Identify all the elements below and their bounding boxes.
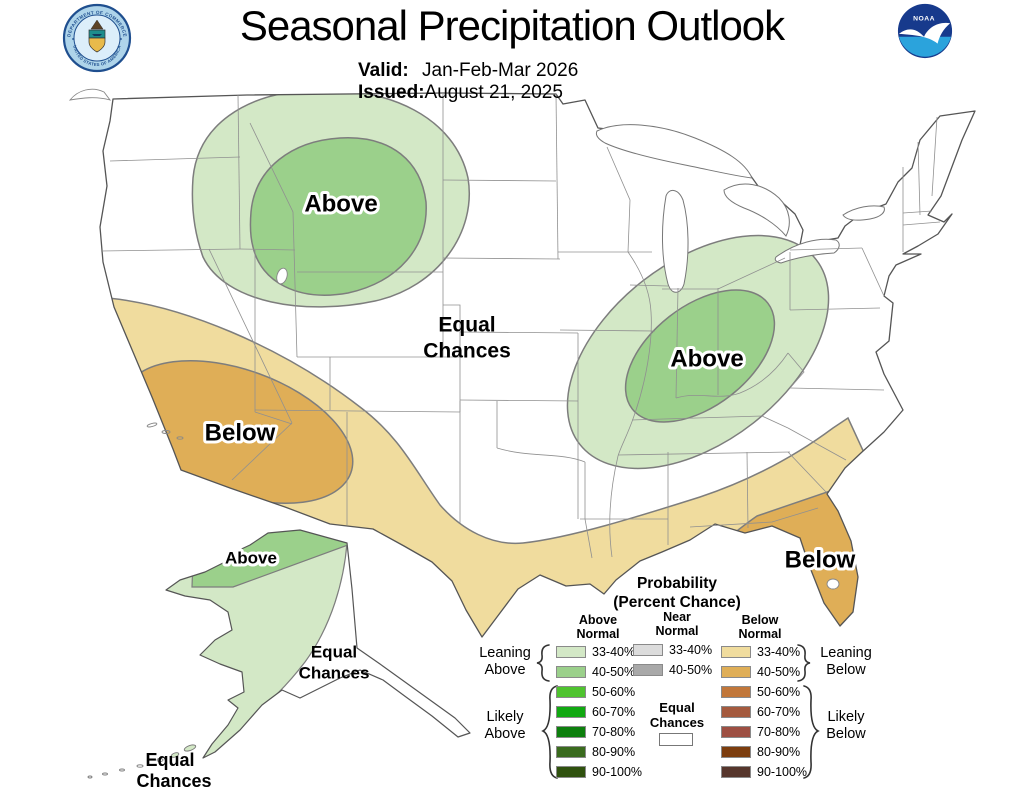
legend-swatch-below-70-80 xyxy=(721,726,751,738)
legend-title: Probability (Percent Chance) xyxy=(537,574,817,612)
legend-swatch-near-40-50 xyxy=(633,664,663,676)
legend-label-below-33-40: 33-40% xyxy=(757,645,801,659)
legend-side-likely-above: Likely Above xyxy=(484,709,526,742)
issued-line: Issued:August 21, 2025 xyxy=(358,82,578,104)
doc-seal-shield-bottom xyxy=(88,37,106,53)
noaa-logo-text: NOAA xyxy=(913,15,935,22)
legend-header-near-normal: Near Normal xyxy=(655,610,699,638)
legend-header-above-normal: Above Normal xyxy=(576,613,620,641)
page-title: Seasonal Precipitation Outlook xyxy=(239,2,785,49)
legend-label-above-33-40: 33-40% xyxy=(592,645,636,659)
legend-swatch-near-33-40 xyxy=(633,644,663,656)
legend-swatch-above-90-100 xyxy=(556,766,586,778)
legend-title-line1: Probability xyxy=(636,575,718,592)
doc-seal-ship-icon xyxy=(92,34,102,36)
legend-label-near-33-40: 33-40% xyxy=(669,643,713,657)
legend-swatch-above-40-50 xyxy=(556,666,586,678)
issued-value: August 21, 2025 xyxy=(424,82,563,103)
aleutian-islands xyxy=(87,744,197,779)
label-below-florida: Below xyxy=(785,546,856,573)
legend-swatch-above-50-60 xyxy=(556,686,586,698)
lake-erie xyxy=(774,238,840,264)
legend-braces xyxy=(536,644,820,779)
legend-side-leaning-below: Leaning Below xyxy=(820,645,872,678)
legend-label-above-70-80: 70-80% xyxy=(592,725,636,739)
brace-leaning-above xyxy=(536,644,550,682)
legend-label-above-40-50: 40-50% xyxy=(592,665,636,679)
doc-seal-logo: DEPARTMENT OF COMMERCE UNITED STATES OF … xyxy=(62,3,132,73)
state-boundaries xyxy=(100,93,941,559)
region-ak-above-40-50 xyxy=(191,530,349,588)
legend-label-above-90-100: 90-100% xyxy=(592,765,643,779)
valid-value: Jan-Feb-Mar 2026 xyxy=(422,60,579,81)
label-equal-chances-alaska-1: Equal xyxy=(311,642,357,661)
offshore-islands xyxy=(68,88,184,440)
legend-swatch-above-80-90 xyxy=(556,746,586,758)
legend-swatch-below-50-60 xyxy=(721,686,751,698)
label-below-southwest: Below xyxy=(205,419,276,446)
legend-equal-chances-label: Equal Chances xyxy=(649,700,705,730)
brace-likely-above xyxy=(541,685,558,779)
legend-label-below-40-50: 40-50% xyxy=(757,665,801,679)
legend-swatch-above-33-40 xyxy=(556,646,586,658)
valid-issued-block: Valid: Jan-Feb-Mar 2026 Issued:August 21,… xyxy=(358,60,578,104)
legend-label-near-40-50: 40-50% xyxy=(669,663,713,677)
legend-swatch-below-80-90 xyxy=(721,746,751,758)
legend-label-below-70-80: 70-80% xyxy=(757,725,801,739)
legend-swatch-below-40-50 xyxy=(721,666,751,678)
legend-side-likely-below: Likely Below xyxy=(826,709,866,742)
legend-label-below-60-70: 60-70% xyxy=(757,705,801,719)
valid-line: Valid: Jan-Feb-Mar 2026 xyxy=(358,60,578,82)
doc-seal-eagle-icon xyxy=(90,19,104,30)
legend-title-line2: (Percent Chance) xyxy=(613,594,741,611)
legend-label-above-60-70: 60-70% xyxy=(592,705,636,719)
lake-okeechobee xyxy=(826,578,840,590)
noaa-logo: NOAA xyxy=(897,3,953,59)
label-equal-chances-central-1: Equal xyxy=(438,314,495,337)
brace-leaning-below xyxy=(797,644,811,682)
small-water-features xyxy=(276,267,840,590)
label-equal-chances-alaska-2: Chances xyxy=(299,663,370,682)
label-equal-chances-aleutian-1: Equal xyxy=(145,750,194,770)
great-lakes xyxy=(595,124,885,293)
legend-label-below-90-100: 90-100% xyxy=(757,765,808,779)
legend-label-below-80-90: 80-90% xyxy=(757,745,801,759)
alaska-outline xyxy=(165,529,471,759)
legend-swatch-equal-chances xyxy=(659,733,693,746)
legend-swatch-above-60-70 xyxy=(556,706,586,718)
legend-swatch-below-33-40 xyxy=(721,646,751,658)
label-equal-chances-aleutian-2: Chances xyxy=(136,771,211,791)
label-equal-chances-central-2: Chances xyxy=(423,340,511,363)
legend-header-below-normal: Below Normal xyxy=(738,613,782,641)
label-above-ohio-valley: Above xyxy=(670,345,743,372)
legend-swatch-above-70-80 xyxy=(556,726,586,738)
label-above-northwest: Above xyxy=(304,190,377,217)
lake-superior xyxy=(595,124,753,179)
legend-side-leaning-above: Leaning Above xyxy=(479,645,531,678)
noaa-bird-icon xyxy=(898,22,951,44)
legend-label-below-50-60: 50-60% xyxy=(757,685,801,699)
brace-likely-below xyxy=(803,685,820,779)
vancouver-island-fragment xyxy=(68,88,112,101)
legend-swatch-below-90-100 xyxy=(721,766,751,778)
legend-swatch-below-60-70 xyxy=(721,706,751,718)
issued-label: Issued: xyxy=(358,82,425,103)
lake-michigan xyxy=(662,190,689,293)
great-salt-lake xyxy=(276,267,288,285)
valid-label: Valid: xyxy=(358,60,409,81)
legend-label-above-50-60: 50-60% xyxy=(592,685,636,699)
label-above-alaska: Above xyxy=(225,548,277,567)
lake-huron xyxy=(723,183,790,237)
legend-label-above-80-90: 80-90% xyxy=(592,745,636,759)
lake-ontario xyxy=(842,205,885,221)
alaska-regions xyxy=(166,530,349,758)
